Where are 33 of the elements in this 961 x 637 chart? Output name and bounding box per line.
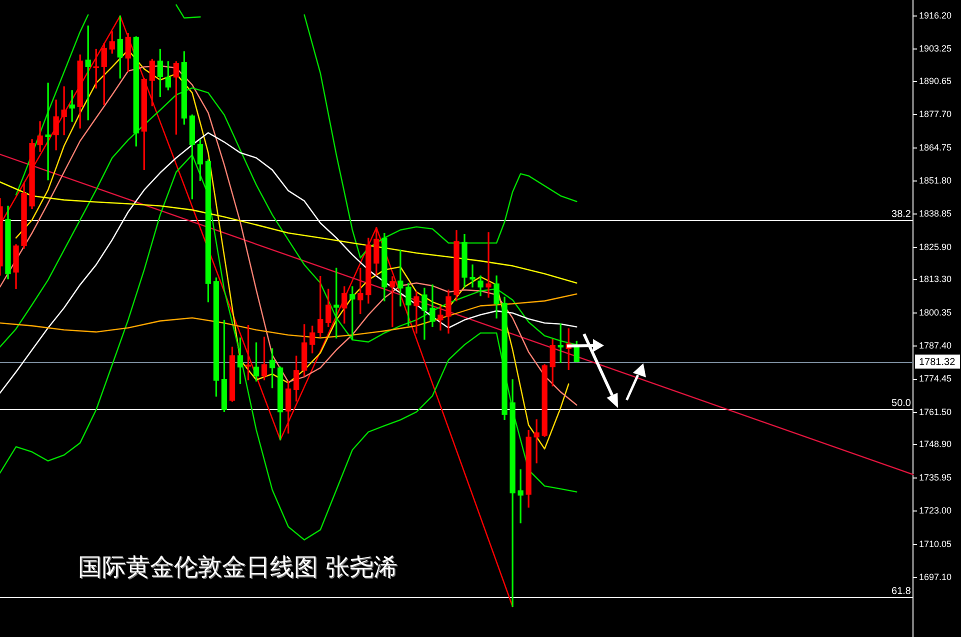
- y-tick-label: 1774.45: [919, 374, 952, 384]
- candlestick: [470, 264, 476, 288]
- y-tick-label: 1761.50: [919, 406, 952, 417]
- y-tick-label: 1864.75: [919, 142, 952, 152]
- y-tick-label: 1710.05: [919, 538, 952, 549]
- y-tick-label: 1813.30: [919, 274, 952, 284]
- y-tick-label: 1916.20: [919, 10, 952, 20]
- candlestick: [414, 291, 420, 334]
- y-tick-label: 1723.00: [919, 506, 952, 516]
- candlestick: [390, 276, 396, 327]
- annotation: 38.2: [892, 208, 912, 220]
- ref-line-label: 1781.32: [919, 356, 956, 368]
- annotation: 50.0: [892, 398, 912, 410]
- candlestick: [45, 82, 51, 180]
- candlestick: [438, 306, 444, 330]
- y-tick-label: 1877.70: [919, 109, 952, 120]
- y-tick-label: 1851.80: [919, 175, 952, 186]
- text: 国际黄金伦敦金日线图 张尧浠: [78, 553, 398, 581]
- y-tick-label: 1748.90: [919, 439, 952, 450]
- y-tick-label: 1825.90: [919, 242, 952, 252]
- candlestick: [398, 250, 404, 306]
- y-tick-label: 1890.65: [919, 76, 952, 86]
- candlestick: [518, 469, 524, 524]
- candlestick: [69, 90, 75, 122]
- y-tick-label: 1735.95: [919, 472, 952, 482]
- y-tick-label: 1787.40: [919, 340, 952, 351]
- y-tick-label: 1800.35: [919, 307, 952, 318]
- y-tick-label: 1697.10: [919, 572, 952, 582]
- candlestick: [486, 232, 492, 298]
- y-tick-label: 1838.85: [919, 208, 952, 219]
- y-tick-label: 1903.25: [919, 44, 952, 54]
- candlestick: [61, 86, 67, 136]
- annotation: 61.8: [892, 586, 912, 598]
